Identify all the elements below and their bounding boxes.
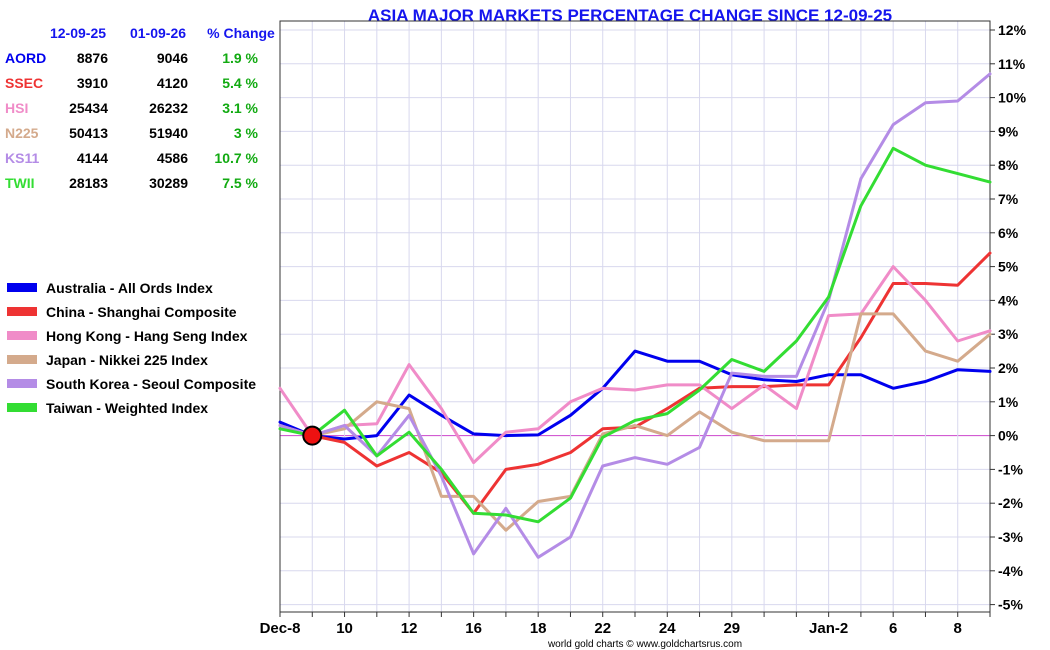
x-axis: Dec-8 10 12 16 18 22 24 29 Jan-2 6 8: [260, 612, 991, 637]
y-tick-label: -2%: [998, 495, 1023, 511]
y-tick-label: -4%: [998, 563, 1023, 579]
y-tick-label: 12%: [998, 22, 1027, 38]
table-end-value: 30289: [149, 175, 188, 191]
series-line-2: [278, 251, 992, 515]
y-tick-label: 0%: [998, 428, 1019, 444]
legend-label: Australia - All Ords Index: [46, 280, 213, 296]
y-tick-label: 6%: [998, 225, 1019, 241]
series-line-4: [278, 312, 992, 532]
series-line-6: [278, 146, 992, 524]
table-change-value: 3.1 %: [222, 100, 258, 116]
x-tick-label: Dec-8: [260, 620, 301, 637]
table-end-value: 51940: [149, 125, 188, 141]
y-axis: -5% -4% -3% -2% -1% 0% 1% 2% 3% 4% 5% 6% 7% 8% 9% 10% 11…: [990, 22, 1027, 613]
table-end-value: 4586: [157, 150, 188, 166]
series-line-3: [278, 265, 992, 465]
table-header-change: % Change: [207, 25, 275, 41]
x-tick-label: 18: [530, 620, 547, 637]
table-header-start: 12-09-25: [50, 25, 106, 41]
baseline-marker: [302, 425, 323, 446]
legend-label: Hong Kong - Hang Seng Index: [46, 328, 248, 344]
table-end-value: 26232: [149, 100, 188, 116]
y-tick-label: 11%: [998, 56, 1026, 72]
data-table: 12-09-25 01-09-26 % Change AORD 8876 9046 1…: [5, 25, 275, 191]
table-start-value: 8876: [77, 50, 108, 66]
table-end-value: 4120: [157, 75, 188, 91]
table-code: TWII: [5, 175, 35, 191]
table-code: KS11: [5, 150, 39, 166]
y-tick-label: 2%: [998, 360, 1019, 376]
y-tick-label: 7%: [998, 191, 1019, 207]
x-tick-label: 10: [336, 620, 353, 637]
legend-swatch: [7, 379, 37, 388]
table-code: AORD: [5, 50, 46, 66]
series-lines: [278, 72, 992, 559]
chart-title: ASIA MAJOR MARKETS PERCENTAGE CHANGE SIN…: [368, 6, 892, 25]
table-code: N225: [5, 125, 39, 141]
table-start-value: 4144: [77, 150, 108, 166]
legend-label: Taiwan - Weighted Index: [46, 400, 208, 416]
y-tick-label: 1%: [998, 394, 1019, 410]
table-end-value: 9046: [157, 50, 188, 66]
x-tick-label: 6: [889, 620, 897, 637]
table-start-value: 3910: [77, 75, 108, 91]
x-tick-label: 8: [954, 620, 962, 637]
x-tick-label: 12: [401, 620, 418, 637]
table-code: SSEC: [5, 75, 43, 91]
y-tick-label: 10%: [998, 90, 1027, 106]
y-tick-label: 3%: [998, 326, 1019, 342]
x-tick-label: 29: [723, 620, 740, 637]
legend-swatch: [7, 307, 37, 316]
grid: [279, 21, 991, 612]
table-start-value: 50413: [69, 125, 108, 141]
table-change-value: 10.7 %: [214, 150, 258, 166]
series-line-5: [278, 72, 992, 559]
legend-swatch: [7, 283, 37, 292]
legend-swatch: [7, 403, 37, 412]
table-start-value: 25434: [69, 100, 108, 116]
y-tick-label: 8%: [998, 157, 1019, 173]
legend-label: China - Shanghai Composite: [46, 304, 237, 320]
x-tick-label: 22: [594, 620, 611, 637]
legend-swatch: [7, 355, 37, 364]
table-start-value: 28183: [69, 175, 108, 191]
y-tick-label: -5%: [998, 597, 1023, 613]
legend-label: Japan - Nikkei 225 Index: [46, 352, 208, 368]
x-tick-label: 24: [659, 620, 676, 637]
legend-label: South Korea - Seoul Composite: [46, 376, 256, 392]
table-change-value: 7.5 %: [222, 175, 258, 191]
y-tick-label: -3%: [998, 529, 1023, 545]
table-code: HSI: [5, 100, 28, 116]
series-line-1: [278, 349, 992, 441]
y-tick-label: 5%: [998, 259, 1019, 275]
table-change-value: 1.9 %: [222, 50, 258, 66]
y-tick-label: -1%: [998, 461, 1023, 477]
table-header-end: 01-09-26: [130, 25, 186, 41]
credit-text: world gold charts © www.goldchartsrus.co…: [547, 639, 742, 650]
legend: Australia - All Ords Index China - Shangh…: [7, 280, 256, 416]
table-change-value: 5.4 %: [222, 75, 258, 91]
legend-swatch: [7, 331, 37, 340]
x-tick-label: Jan-2: [809, 620, 848, 637]
y-tick-label: 9%: [998, 123, 1019, 139]
y-tick-label: 4%: [998, 292, 1019, 308]
table-change-value: 3 %: [234, 125, 259, 141]
x-tick-label: 16: [465, 620, 482, 637]
